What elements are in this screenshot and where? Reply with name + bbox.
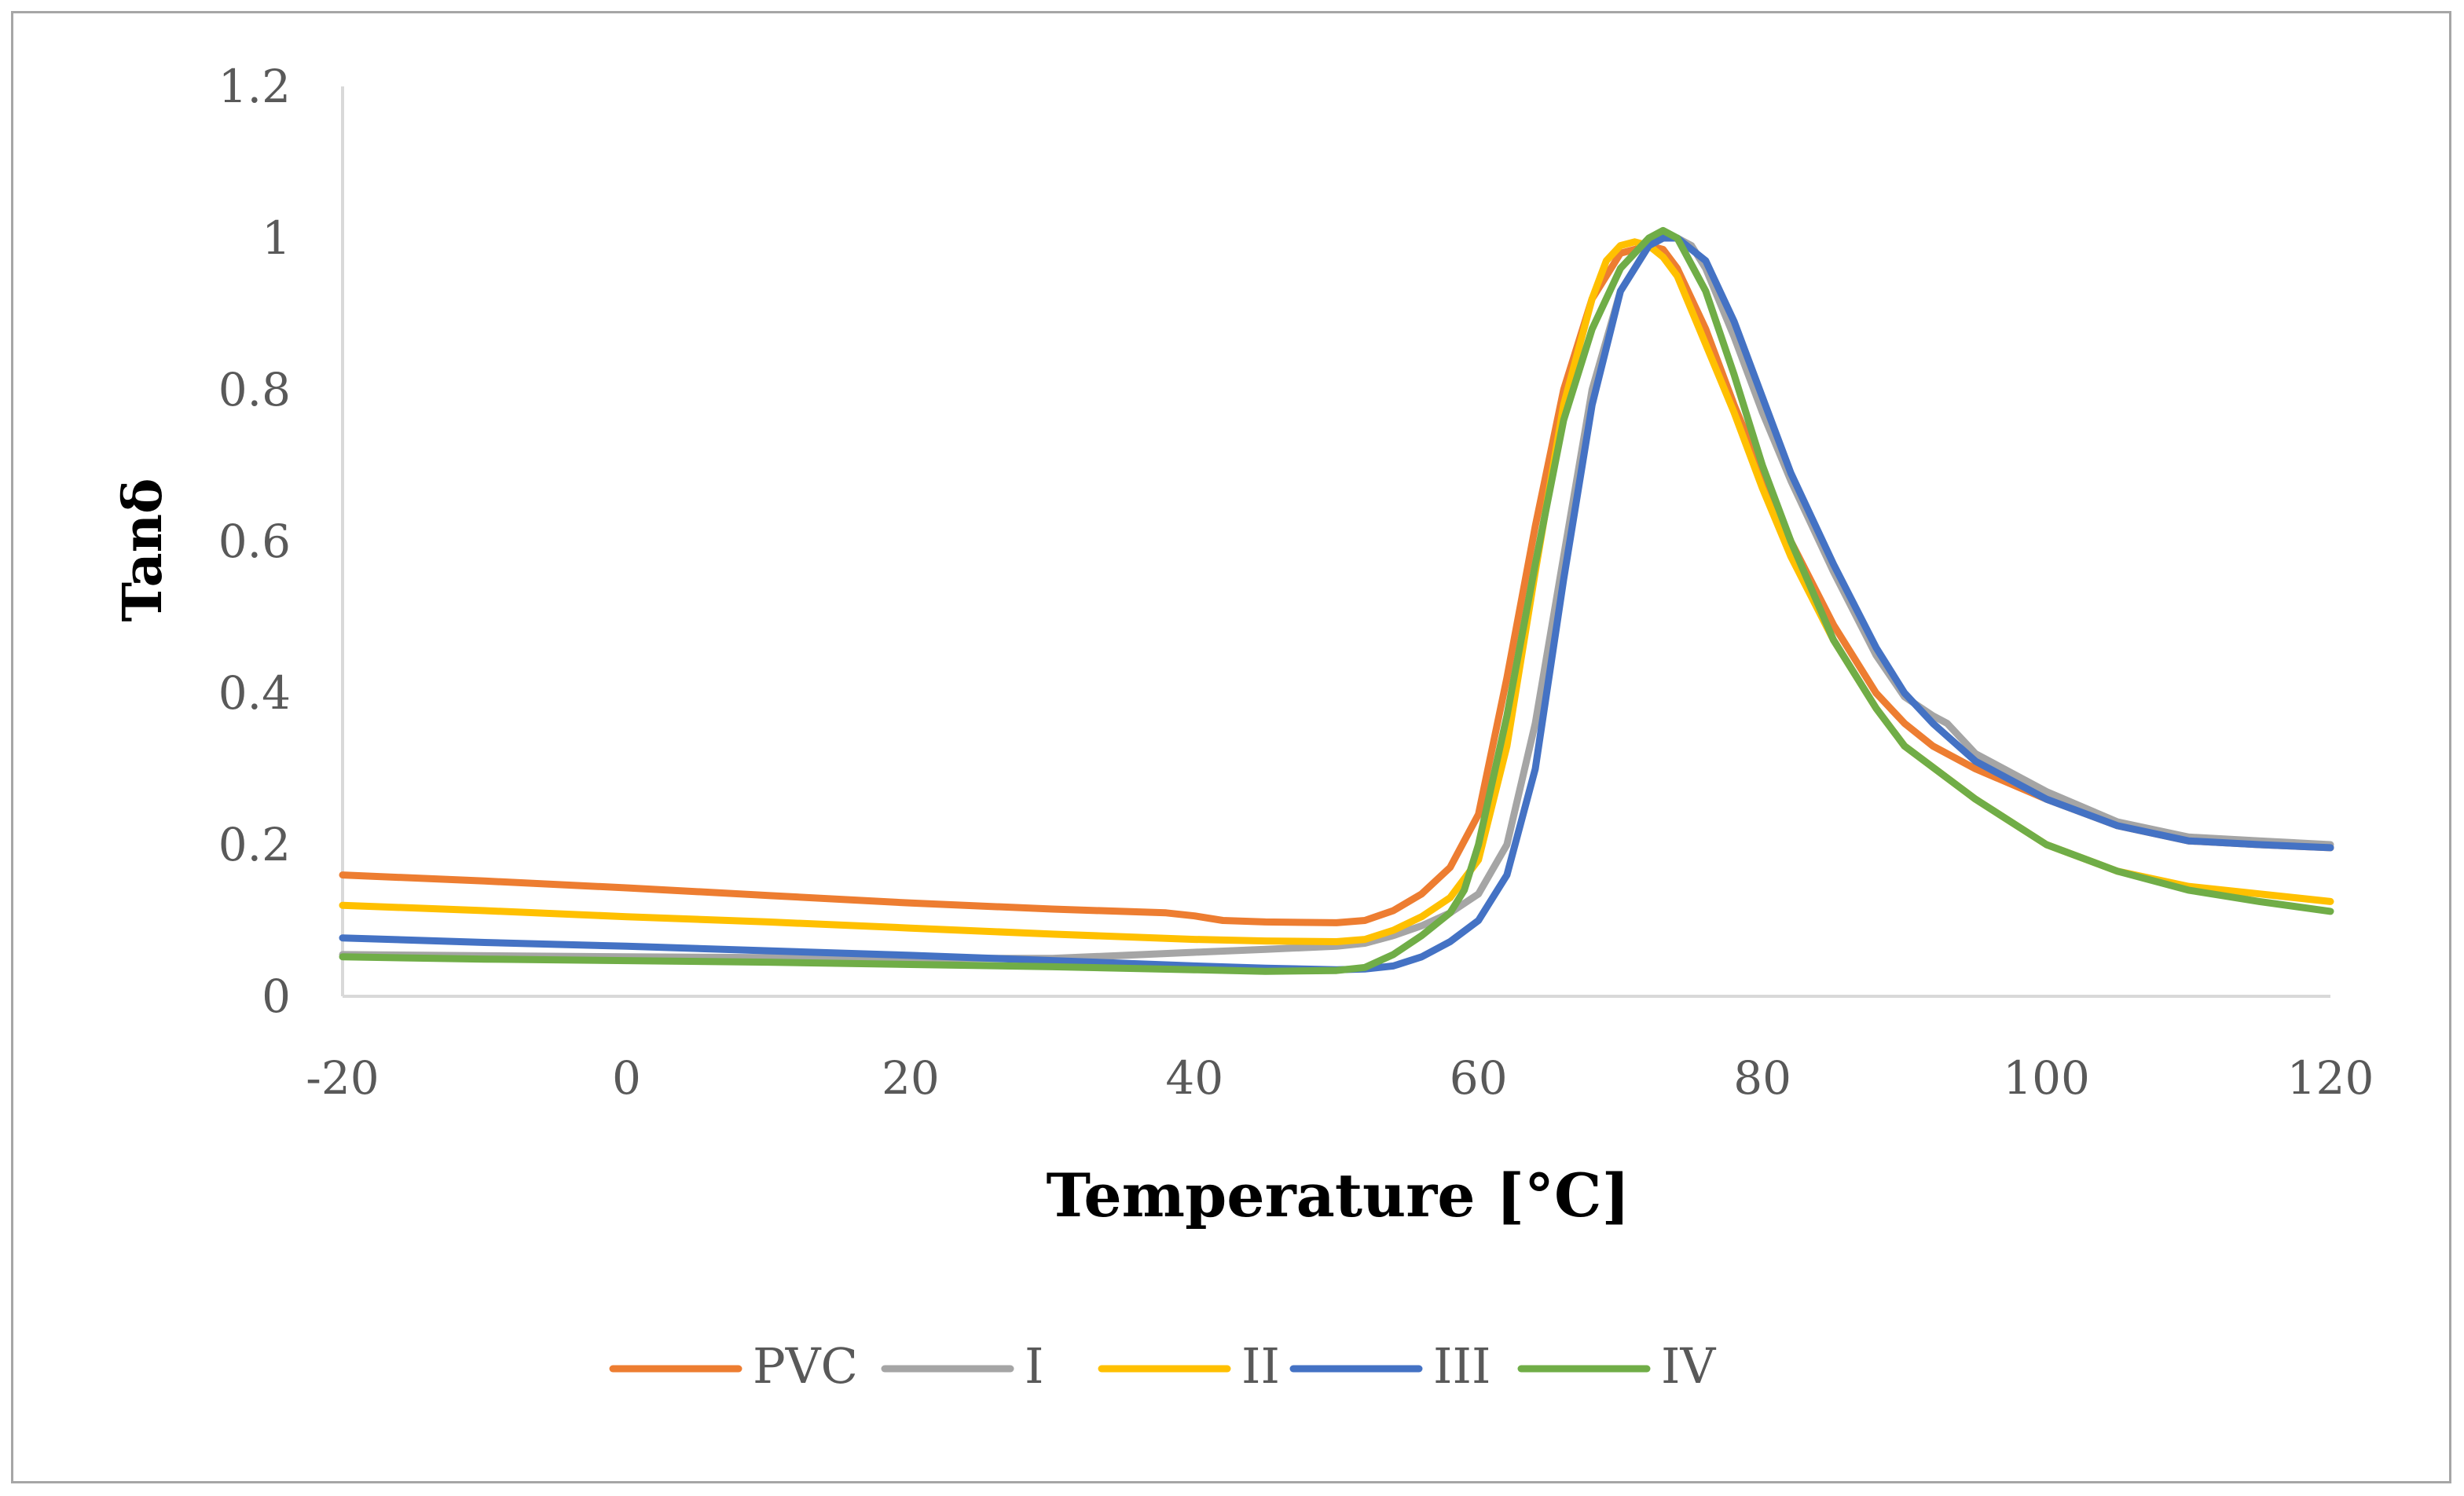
y-tick-label: 0.4 [218, 666, 291, 720]
x-tick-label: 80 [1733, 1051, 1791, 1105]
legend-label-i: I [1025, 1337, 1044, 1395]
axes [341, 86, 2330, 998]
series-line-pvc [339, 242, 2334, 926]
series-line-iii [339, 234, 2334, 974]
y-tick-label: 0.2 [218, 818, 291, 871]
y-tick-label: 0.8 [218, 363, 291, 416]
y-tick-label: 1 [262, 211, 291, 265]
series-lines [339, 226, 2334, 975]
y-tick-label: 0.6 [218, 515, 291, 568]
y-tick-label: 1.2 [218, 60, 291, 113]
legend-label-pvc: PVC [753, 1337, 858, 1395]
x-tick-label: 120 [2287, 1051, 2374, 1105]
legend-label-iii: III [1433, 1337, 1490, 1395]
x-axis-title: Temperature [°C] [1046, 1160, 1630, 1230]
chart-frame [11, 11, 2451, 1483]
x-tick-labels: -20 0 20 40 60 80 100 120 [306, 1051, 2374, 1105]
x-tick-label: 40 [1165, 1051, 1223, 1105]
series-line-i [339, 234, 2334, 962]
y-tick-label: 0 [262, 970, 291, 1023]
x-tick-label: 0 [612, 1051, 641, 1105]
y-tick-labels: 0 0.2 0.4 0.6 0.8 1 1.2 [218, 60, 291, 1023]
legend-label-iv: IV [1661, 1337, 1716, 1395]
legend: PVC I II III IV [609, 1337, 1716, 1395]
legend-label-ii: II [1241, 1337, 1280, 1395]
x-tick-label: 100 [2003, 1051, 2090, 1105]
y-axis-title: Tanδ [112, 478, 174, 622]
x-tick-label: -20 [306, 1051, 379, 1105]
series-line-iv [339, 226, 2334, 975]
x-tick-label: 60 [1450, 1051, 1508, 1105]
x-tick-label: 20 [882, 1051, 940, 1105]
